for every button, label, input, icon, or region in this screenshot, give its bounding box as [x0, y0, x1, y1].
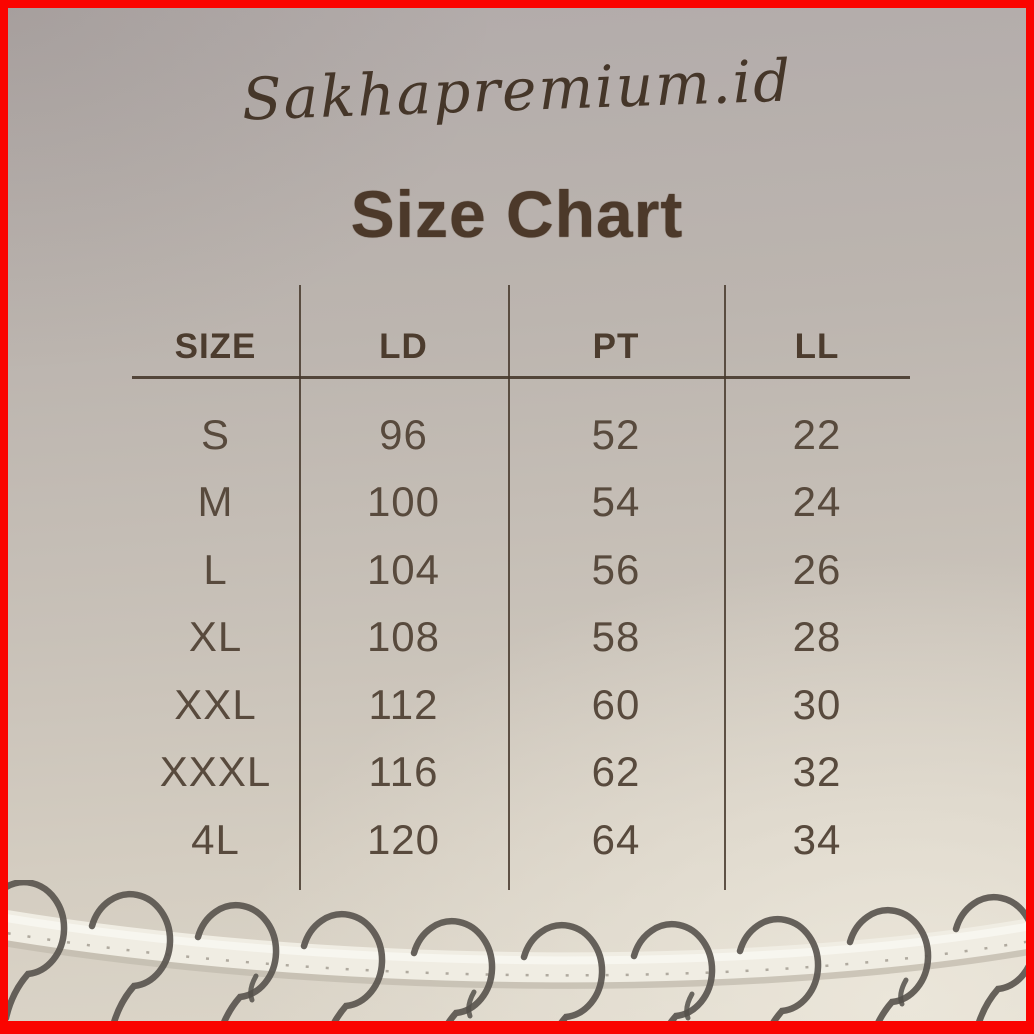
- hook-icon: [300, 910, 386, 1021]
- hook-icon: [736, 915, 822, 1021]
- hook-icon: [846, 906, 932, 1021]
- ll-cell: 34: [792, 815, 842, 863]
- ld-cell: 112: [368, 680, 439, 728]
- ll-cell: 22: [792, 410, 842, 458]
- hook-icon: [630, 920, 716, 1021]
- ll-cell: 28: [792, 613, 842, 661]
- table-grid-line-vertical: [724, 285, 726, 890]
- pt-cell: 54: [591, 478, 641, 526]
- size-cell: XL: [188, 613, 243, 661]
- hook-tip-icon: [684, 991, 695, 1021]
- hook-icon: [952, 893, 1026, 1021]
- hook-icon: [8, 880, 68, 1021]
- ld-cell: 104: [366, 545, 441, 593]
- size-cell: XXXL: [159, 748, 272, 796]
- rail: [8, 910, 1026, 983]
- pt-cell: 56: [591, 545, 641, 593]
- page-title: Size Chart: [350, 177, 684, 251]
- ll-cell: 32: [792, 748, 842, 796]
- hook-tip-icon: [898, 977, 909, 1007]
- ld-cell: 108: [366, 613, 441, 661]
- hook-tip-icon: [466, 989, 477, 1019]
- pt-cell: 62: [591, 748, 641, 796]
- size-cell: XXL: [174, 680, 257, 728]
- table-grid-line-vertical: [299, 285, 301, 890]
- brand-logo-text: Sakhapremium.id: [240, 46, 794, 134]
- size-table-body: S 96 52 22 M 100 54 24 L 104 56 26 XL 10…: [132, 401, 910, 874]
- ll-cell: 24: [792, 478, 842, 526]
- table-header-row: SIZE LD PT LL: [132, 285, 910, 377]
- ld-cell: 100: [366, 478, 441, 526]
- hook-icon: [410, 917, 496, 1021]
- table-grid-line-vertical: [508, 285, 510, 890]
- hook-icon: [88, 890, 174, 1021]
- pt-cell: 64: [591, 815, 641, 863]
- rail-highlight: [8, 914, 1026, 965]
- ll-cell: 26: [792, 545, 842, 593]
- column-header-ll: LL: [794, 327, 840, 366]
- size-cell: L: [203, 545, 228, 593]
- hook-icon: [520, 921, 606, 1021]
- column-header-size: SIZE: [174, 327, 257, 366]
- column-header-ld: LD: [379, 327, 428, 366]
- ld-cell: 116: [368, 748, 439, 796]
- size-cell: M: [197, 478, 234, 526]
- pt-cell: 52: [591, 410, 641, 458]
- size-cell: 4L: [191, 815, 240, 863]
- ld-cell: 120: [366, 815, 441, 863]
- column-header-pt: PT: [592, 327, 640, 366]
- pt-cell: 58: [591, 613, 641, 661]
- size-cell: S: [200, 410, 230, 458]
- clothing-rail-photo: [8, 880, 1026, 1021]
- hook-tip-icon: [248, 973, 259, 1003]
- ld-cell: 96: [379, 410, 428, 458]
- pt-cell: 60: [591, 680, 641, 728]
- table-grid-line-horizontal: [132, 376, 910, 379]
- ll-cell: 30: [792, 680, 842, 728]
- hook-icon: [194, 901, 280, 1021]
